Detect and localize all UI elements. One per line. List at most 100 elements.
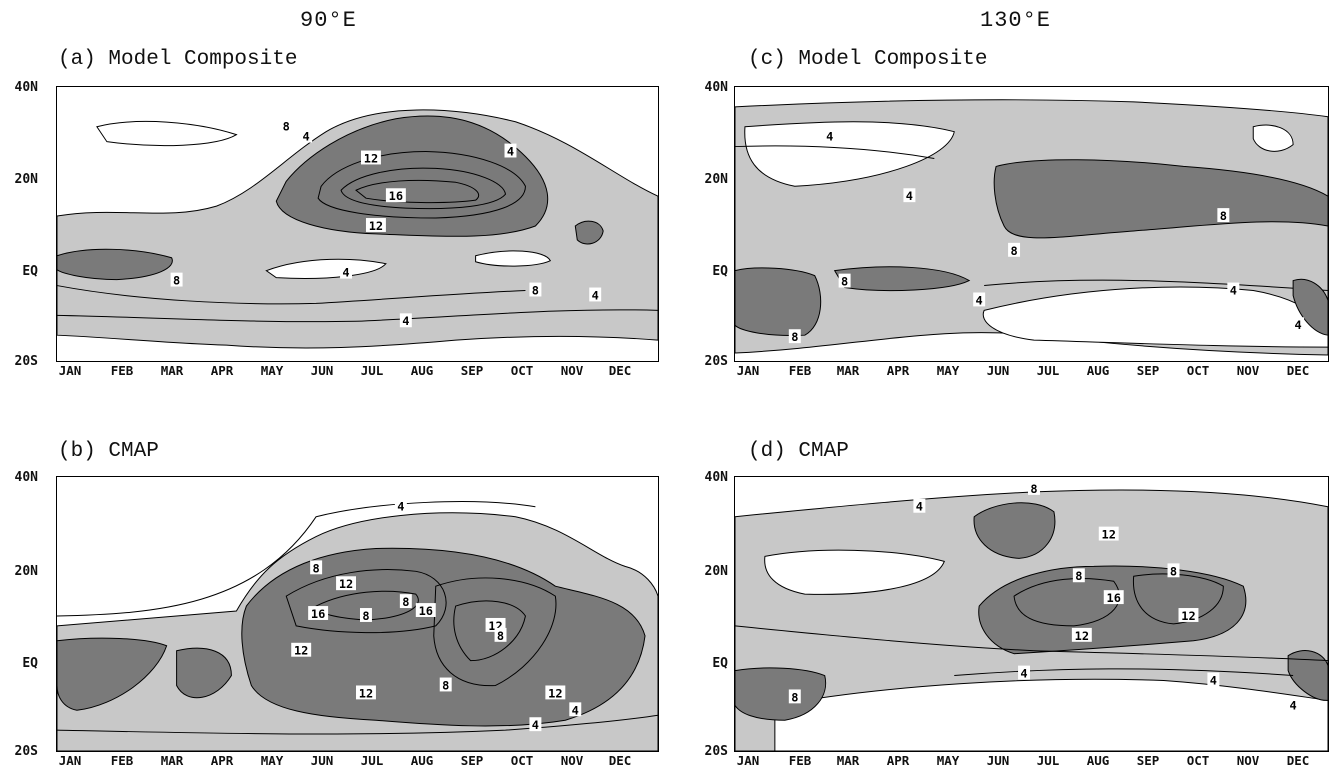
- panel-a-ytick-40n: 40N: [14, 80, 38, 95]
- panel-c-contours: 4 4 8 8 8 8 4 4 4: [735, 87, 1328, 361]
- contour-label-bg: [399, 313, 412, 328]
- panel-c-xtick: JAN: [736, 363, 760, 378]
- panel-c-xtick: DEC: [1286, 363, 1310, 378]
- contour-label: 8: [532, 284, 539, 298]
- contour-label: 8: [1075, 569, 1082, 583]
- contour-label-bg: [399, 594, 412, 609]
- contour-label-bg: [439, 677, 452, 692]
- contour-label: 16: [419, 604, 433, 618]
- contour-label-bg: [340, 264, 353, 279]
- contour-label: 12: [364, 151, 378, 165]
- panel-d-xtick: JUN: [986, 753, 1010, 768]
- panel-d-xtick: NOV: [1236, 753, 1260, 768]
- panel-a-title: (a) Model Composite: [58, 48, 298, 71]
- contour-label: 4: [592, 288, 599, 302]
- panel-d-ytick-eq: EQ: [712, 656, 728, 671]
- contour-label: 8: [402, 595, 409, 609]
- contour-label-bg: [359, 608, 372, 622]
- panel-a-xtick: JAN: [58, 363, 82, 378]
- contour-label-bg: [903, 188, 916, 203]
- panel-d-xtick: FEB: [788, 753, 812, 768]
- panel-d-ytick-20n: 20N: [704, 564, 728, 579]
- contour-label-bg: [365, 218, 386, 232]
- column-title-130e: 130°E: [980, 8, 1052, 33]
- contour-label: 8: [791, 330, 798, 344]
- contour-label: 12: [1102, 528, 1116, 542]
- contour-label-bg: [1018, 665, 1031, 680]
- contour-label-bg: [336, 576, 357, 591]
- panel-c-plot: 4 4 8 8 8 8 4 4 4: [734, 86, 1329, 362]
- panel-b-xtick: OCT: [510, 753, 534, 768]
- panel-a-xtick: MAR: [160, 363, 184, 378]
- contour-label: 4: [342, 266, 349, 280]
- contour-label: 12: [548, 686, 562, 700]
- contour-label: 8: [1030, 482, 1037, 496]
- contour-label: 16: [389, 189, 403, 203]
- contour-label-bg: [1071, 627, 1092, 642]
- column-title-90e: 90°E: [300, 8, 357, 33]
- panel-a-xtick: OCT: [510, 363, 534, 378]
- panel-d-ytick-20s: 20S: [704, 744, 728, 759]
- panel-d-title: (d) CMAP: [748, 440, 849, 463]
- contour-label: 4: [1020, 667, 1027, 681]
- contour-label-bg: [360, 150, 381, 165]
- panel-d-xtick: OCT: [1186, 753, 1210, 768]
- panel-b-ytick-20n: 20N: [14, 564, 38, 579]
- panel-a-xtick: JUL: [360, 363, 384, 378]
- contour-label: 4: [826, 130, 833, 144]
- panel-a-xtick: AUG: [410, 363, 434, 378]
- panel-c-xtick: MAY: [936, 363, 960, 378]
- panel-c-xtick: OCT: [1186, 363, 1210, 378]
- contour-label: 8: [1170, 564, 1177, 578]
- panel-b-plot: 8 12 16 8 16 12 12 8 8 12 12 8 4 4 4: [56, 476, 659, 752]
- contour-label: 4: [572, 703, 579, 717]
- panel-c-xtick: APR: [886, 363, 910, 378]
- panel-d-contours: 8 12 8 12 16 8 12 8 4 4 4 4: [735, 477, 1328, 751]
- panel-d-xtick: MAY: [936, 753, 960, 768]
- panel-a-xtick: APR: [210, 363, 234, 378]
- contour-label: 4: [1230, 284, 1237, 298]
- contour-label-bg: [1028, 480, 1040, 495]
- contour-label-bg: [1227, 282, 1240, 297]
- contour-label: 12: [294, 644, 308, 658]
- panel-c-ytick-20s: 20S: [704, 354, 728, 369]
- contour-label-bg: [569, 702, 582, 717]
- contour-label: 12: [1181, 609, 1195, 623]
- contour-label: 4: [397, 500, 404, 514]
- contour-label-bg: [529, 717, 542, 732]
- contour-label-bg: [170, 272, 183, 287]
- contour-label-bg: [788, 329, 801, 344]
- panel-c-xtick: NOV: [1236, 363, 1260, 378]
- contour-label-bg: [494, 627, 507, 642]
- panel-d-xtick: AUG: [1086, 753, 1110, 768]
- contour-label: 4: [1290, 698, 1297, 712]
- contour-label: 4: [1210, 674, 1217, 688]
- contour-label: 8: [1010, 244, 1017, 258]
- panel-b-xtick: FEB: [110, 753, 134, 768]
- panel-d-xtick: SEP: [1136, 753, 1160, 768]
- panel-d-xtick: DEC: [1286, 753, 1310, 768]
- contour-label-bg: [504, 143, 517, 158]
- contour-label-bg: [356, 685, 376, 700]
- contour-label: 12: [339, 577, 353, 591]
- contour-label: 8: [841, 275, 848, 289]
- panel-a-ytick-20n: 20N: [14, 172, 38, 187]
- panel-c-xtick: MAR: [836, 363, 860, 378]
- contour-label-bg: [1207, 672, 1220, 687]
- contour-label-bg: [1167, 563, 1180, 578]
- contour-label-bg: [1072, 568, 1085, 583]
- contour-label: 8: [362, 609, 369, 623]
- panel-c-xtick: JUN: [986, 363, 1010, 378]
- contour-label: 4: [1295, 318, 1302, 332]
- panel-b-xtick: JUL: [360, 753, 384, 768]
- panel-b-title: (b) CMAP: [58, 440, 159, 463]
- panel-b-xtick: JAN: [58, 753, 82, 768]
- panel-c-ytick-40n: 40N: [704, 80, 728, 95]
- panel-b-xtick: DEC: [608, 753, 632, 768]
- panel-d-ytick-40n: 40N: [704, 470, 728, 485]
- panel-d-xtick: JAN: [736, 753, 760, 768]
- panel-b-xtick: NOV: [560, 753, 584, 768]
- panel-d-xtick: JUL: [1036, 753, 1060, 768]
- panel-a-ytick-eq: EQ: [22, 264, 38, 279]
- contour-label: 4: [507, 145, 514, 159]
